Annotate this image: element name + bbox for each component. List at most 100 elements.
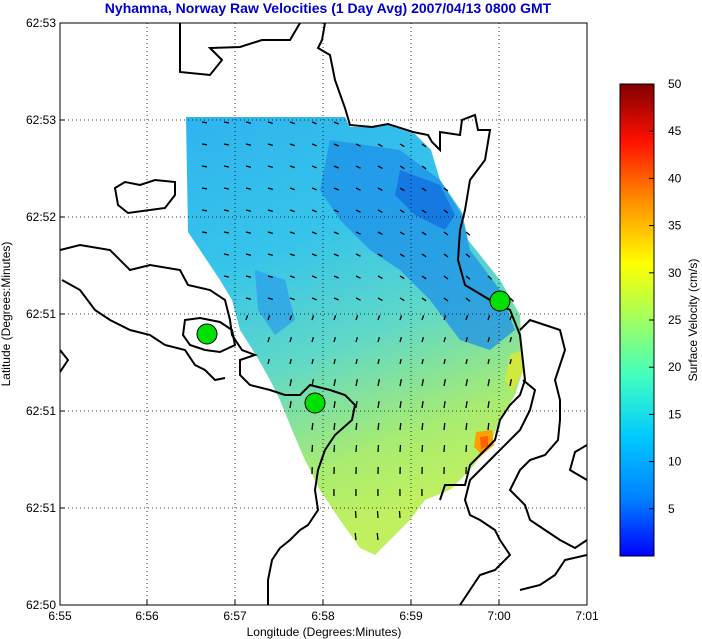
velocity-vector [443,400,446,409]
velocity-vector [377,444,380,453]
velocity-vector [399,315,403,321]
colorbar-tick-label: 40 [668,171,682,185]
y-tick-label: 62:50 [26,598,56,612]
velocity-vector [355,165,361,169]
y-tick-label: 62:51 [26,501,56,515]
velocity-vector [311,358,314,365]
station-3 [489,290,511,312]
velocity-vector [289,187,295,191]
velocity-vector [377,400,380,409]
velocity-vector [399,422,402,431]
velocity-vector [333,143,339,147]
velocity-vector [465,400,468,409]
velocity-vector [289,297,295,301]
velocity-vector [377,231,383,235]
velocity-vector [289,209,295,213]
velocity-vector [245,297,252,300]
velocity-vector [223,231,230,234]
lowest-velocity-zone [395,170,455,230]
velocity-vector [487,400,490,409]
velocity-vector [487,378,491,387]
velocity-vector [333,400,336,409]
velocity-vector [421,143,427,148]
velocity-vector [377,337,381,343]
velocity-vector [443,231,449,236]
velocity-vector [245,275,252,278]
velocity-vector [245,121,252,124]
velocity-vector [509,378,513,387]
velocity-vector [421,315,425,321]
colorbar-tick-label: 15 [668,407,682,421]
colorbar-tick-label: 50 [668,77,682,91]
velocity-vector [333,422,336,431]
velocity-vector [267,209,273,213]
velocity-vector [421,165,427,170]
velocity-vector [421,253,427,258]
velocity-vector [421,209,427,214]
velocity-vector [443,187,449,192]
velocity-vector [443,422,446,431]
velocity-vector [201,231,208,234]
colorbar-tick-label: 20 [668,360,682,374]
colorbar-label: Surface Velocity (cm/s) [686,259,700,382]
velocity-vector [267,143,273,147]
velocity-vector [399,231,405,236]
velocity-vector [267,358,270,365]
velocity-vector [311,315,315,321]
velocity-vector [267,275,273,279]
velocity-vector [509,297,515,302]
velocity-vector [311,275,317,279]
velocity-vector [289,358,292,365]
velocity-vector [421,297,427,302]
velocity-vector [399,337,403,343]
velocity-vector [201,121,208,124]
velocity-vector [421,275,427,280]
velocity-vector [289,143,295,147]
velocity-vector [267,231,273,235]
velocity-vector [399,165,405,170]
velocity-vector [377,358,380,365]
velocity-vector [399,275,405,280]
velocity-vector [311,231,317,235]
velocity-vector [377,187,383,191]
velocity-vector [311,121,317,125]
velocity-vector [399,209,405,214]
velocity-vector [487,315,491,321]
velocity-vector [223,121,230,124]
velocity-vector [201,187,208,190]
velocity-vector [267,187,273,191]
velocity-vector [399,358,402,365]
velocity-vector [443,315,447,321]
velocity-vector [421,358,424,365]
velocity-vector [377,315,381,321]
velocity-vector [465,253,471,258]
velocity-vector [267,253,273,257]
velocity-vector [509,358,512,365]
colorbar-labels: 50 45 40 35 30 25 20 15 10 5 [668,77,682,516]
velocity-vector [465,275,471,280]
velocity-vector [333,187,339,191]
velocity-vector [465,231,471,236]
velocity-vector [487,337,491,343]
velocity-vector [399,297,405,302]
velocity-vector [487,358,490,365]
velocity-vector [377,422,380,431]
y-axis-label: Latitude (Degrees:Minutes) [0,242,13,387]
velocity-vector [399,444,402,453]
velocity-vector [289,378,293,387]
station-1 [196,323,218,345]
x-axis-label: Longitude (Degrees:Minutes) [247,625,402,639]
velocity-vector [223,209,230,212]
velocity-vector [223,143,230,146]
velocity-vector [443,209,449,214]
velocity-vector [333,315,337,321]
velocity-vector [443,337,447,343]
x-tick-label: 7:01 [575,609,599,623]
colorbar [619,83,655,557]
velocity-vector [333,209,339,213]
velocity-vector [377,275,383,279]
velocity-vector [354,532,357,541]
velocity-vector [289,400,292,409]
y-tick-label: 62:53 [26,16,56,30]
velocity-vector [245,187,252,190]
